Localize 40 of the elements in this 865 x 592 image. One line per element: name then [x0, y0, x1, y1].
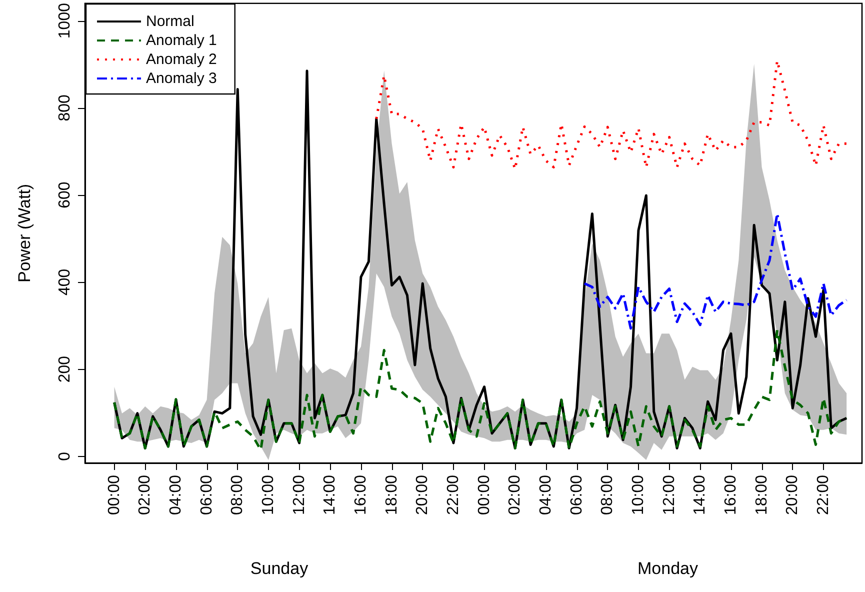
x-tick-label: 06:00 [198, 474, 216, 516]
y-tick-label: 0 [56, 452, 74, 461]
x-tick-label: 12:00 [290, 474, 308, 516]
x-tick-label: 14:00 [322, 474, 339, 516]
line-series [583, 212, 848, 330]
x-tick-label: 02:00 [506, 474, 524, 516]
text: Monday [638, 559, 698, 578]
y-tick-label: 200 [56, 356, 74, 383]
x-tick-label: 22:00 [814, 474, 832, 516]
x-tick-label: 16:00 [722, 474, 740, 516]
x-tick-label: 14:00 [692, 474, 709, 516]
legend-label: Anomaly 3 [146, 70, 217, 87]
x-tick-label: 00:00 [476, 474, 493, 516]
legend-label: Anomaly 1 [146, 32, 217, 49]
line-series [375, 60, 848, 170]
x-tick-label: 10:00 [630, 474, 647, 516]
x-tick-label: 02:00 [136, 474, 154, 516]
y-tick-label: 600 [56, 182, 74, 208]
x-tick-label: 16:00 [352, 474, 370, 516]
x-tick-label: 12:00 [660, 474, 678, 516]
x-tick-label: 08:00 [229, 474, 246, 516]
legend-label: Normal [146, 13, 194, 30]
x-tick-label: 20:00 [414, 474, 432, 516]
line-series [113, 328, 848, 452]
x-tick-label: 10:00 [260, 474, 277, 516]
text: Sunday [250, 559, 309, 578]
y-tick-label: 1000 [56, 2, 74, 39]
x-tick-label: 20:00 [784, 474, 802, 516]
legend-label: Anomaly 2 [146, 51, 217, 68]
x-tick-label: 18:00 [383, 474, 400, 516]
x-tick-label: 06:00 [568, 474, 586, 516]
y-tick-label: 800 [56, 94, 74, 122]
x-tick-label: 08:00 [599, 474, 616, 516]
x-tick-label: 04:00 [167, 474, 184, 516]
x-tick-label: 04:00 [537, 474, 554, 516]
y-axis-title: Power (Watt) [15, 184, 34, 282]
y-tick-label: 400 [56, 268, 74, 296]
x-tick-label: 00:00 [106, 474, 123, 516]
x-tick-label: 18:00 [753, 474, 770, 516]
x-tick-label: 22:00 [444, 474, 462, 516]
